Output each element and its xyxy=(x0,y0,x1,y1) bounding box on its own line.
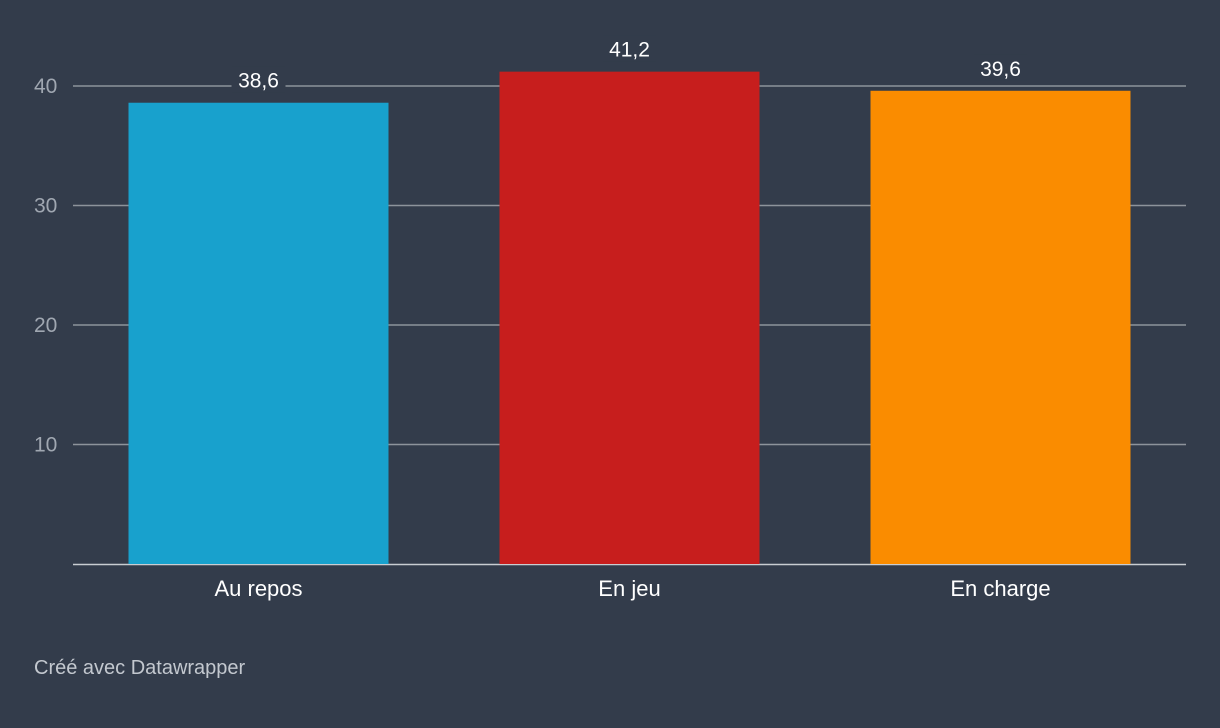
category-label: En charge xyxy=(950,576,1050,601)
value-label-backdrop xyxy=(231,66,286,93)
bar-au-repos xyxy=(128,102,389,564)
bars xyxy=(128,71,1131,564)
y-tick-label: 40 xyxy=(34,75,57,98)
bar-en-charge xyxy=(870,90,1131,564)
value-label-backdrop xyxy=(973,54,1028,81)
bar-value-label: 38,6 xyxy=(238,70,279,93)
y-tick-label: 10 xyxy=(34,434,57,457)
category-label: En jeu xyxy=(598,576,660,601)
y-tick-label: 20 xyxy=(34,314,57,337)
bar-chart: 10 20 30 40 38,6 Au repos 41,2 En jeu 39,6 En cha… xyxy=(34,35,1186,601)
y-tick-label: 30 xyxy=(34,195,57,218)
bar-value-label: 41,2 xyxy=(609,39,650,62)
category-label: Au repos xyxy=(214,576,302,601)
labels: 10 20 30 40 38,6 Au repos 41,2 En jeu 39,6 En cha… xyxy=(34,35,1051,601)
bar-value-label: 39,6 xyxy=(980,58,1021,81)
bar-en-jeu xyxy=(499,71,760,564)
datawrapper-credit: Créé avec Datawrapper xyxy=(34,657,246,679)
value-label-backdrop xyxy=(602,35,657,62)
